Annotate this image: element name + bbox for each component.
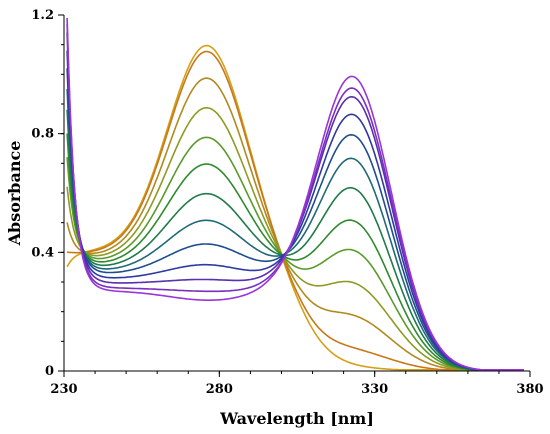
spectrum-line-7 — [66, 109, 524, 371]
spectrum-line-6 — [66, 133, 524, 371]
x-axis-title: Wavelength [nm] — [219, 409, 374, 428]
x-tick-label: 280 — [206, 382, 233, 397]
spectrum-line-13 — [66, 17, 524, 371]
spectrum-line-10 — [66, 50, 524, 371]
x-tick-label: 330 — [361, 382, 388, 397]
spectrum-line-3 — [66, 77, 524, 371]
x-tick-label: 230 — [50, 382, 77, 397]
spectrum-line-4 — [66, 107, 524, 371]
spectrum-line-11 — [66, 32, 524, 371]
spectrum-line-1 — [66, 44, 524, 371]
y-tick-label: 0 — [45, 364, 54, 379]
series-group — [66, 17, 524, 371]
spectrum-line-12 — [66, 23, 524, 371]
spectrum-line-9 — [66, 68, 524, 371]
spectrum-line-5 — [66, 136, 524, 371]
spectrum-line-8 — [66, 89, 524, 371]
y-tick-label: 0.4 — [31, 245, 54, 260]
x-tick-label: 380 — [516, 382, 543, 397]
ticks: 230 280 330 380 0 0.4 0.8 1.2 — [31, 8, 543, 397]
y-axis-title: Absorbance — [5, 141, 24, 247]
axes — [63, 15, 530, 372]
y-tick-label: 0.8 — [31, 127, 54, 142]
spectrum-line-2 — [66, 50, 524, 371]
y-tick-label: 1.2 — [31, 8, 54, 23]
